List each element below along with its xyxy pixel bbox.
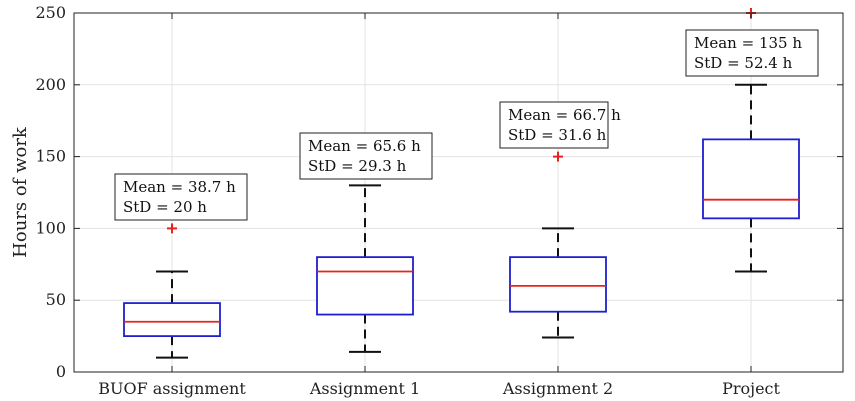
y-tick-label: 150 bbox=[35, 147, 66, 166]
x-tick-label: BUOF assignment bbox=[98, 379, 246, 398]
x-tick-label: Project bbox=[722, 379, 780, 398]
y-axis-title: Hours of work bbox=[10, 126, 31, 258]
stats-annotation: Mean = 135 h StD = 52.4 h bbox=[685, 29, 819, 77]
x-tick-label: Assignment 1 bbox=[309, 379, 420, 398]
box-iqr bbox=[509, 256, 607, 313]
stats-annotation: Mean = 66.7 h StD = 31.6 h bbox=[499, 101, 621, 149]
annotation-box bbox=[299, 132, 433, 180]
box-iqr bbox=[123, 302, 221, 337]
std-label: StD = 31.6 h bbox=[508, 126, 607, 144]
box-group bbox=[702, 8, 800, 273]
stats-annotation: Mean = 38.7 h StD = 20 h bbox=[114, 173, 248, 221]
y-tick-label: 200 bbox=[35, 75, 66, 94]
std-label: StD = 52.4 h bbox=[694, 54, 793, 72]
box-group bbox=[509, 151, 607, 339]
box-group bbox=[123, 223, 221, 359]
annotation-box bbox=[114, 173, 248, 221]
plot-frame bbox=[73, 12, 844, 373]
y-tick-label: 100 bbox=[35, 218, 66, 237]
axis-layer: 0 50 100 150 200 250 BUOF assignment Assignment… bbox=[35, 3, 843, 398]
stats-annotation: Mean = 65.6 h StD = 29.3 h bbox=[299, 132, 433, 180]
x-tick-label: Assignment 2 bbox=[502, 379, 613, 398]
box-group bbox=[316, 184, 414, 353]
y-tick-label: 0 bbox=[56, 362, 66, 381]
std-label: StD = 29.3 h bbox=[308, 157, 407, 175]
annotation-box bbox=[685, 29, 819, 77]
box-iqr bbox=[702, 138, 800, 220]
box-iqr bbox=[316, 256, 414, 316]
annotation-box bbox=[499, 101, 609, 149]
mean-label: Mean = 38.7 h bbox=[123, 178, 236, 196]
std-label: StD = 20 h bbox=[123, 198, 207, 216]
box-layer bbox=[123, 8, 800, 359]
mean-label: Mean = 66.7 h bbox=[508, 106, 621, 124]
y-tick-label: 50 bbox=[46, 290, 66, 309]
y-tick-label: 250 bbox=[35, 3, 66, 22]
annotation-layer: Mean = 38.7 h StD = 20 h Mean = 65.6 h StD … bbox=[114, 29, 819, 221]
mean-label: Mean = 65.6 h bbox=[308, 137, 421, 155]
mean-label: Mean = 135 h bbox=[694, 34, 802, 52]
